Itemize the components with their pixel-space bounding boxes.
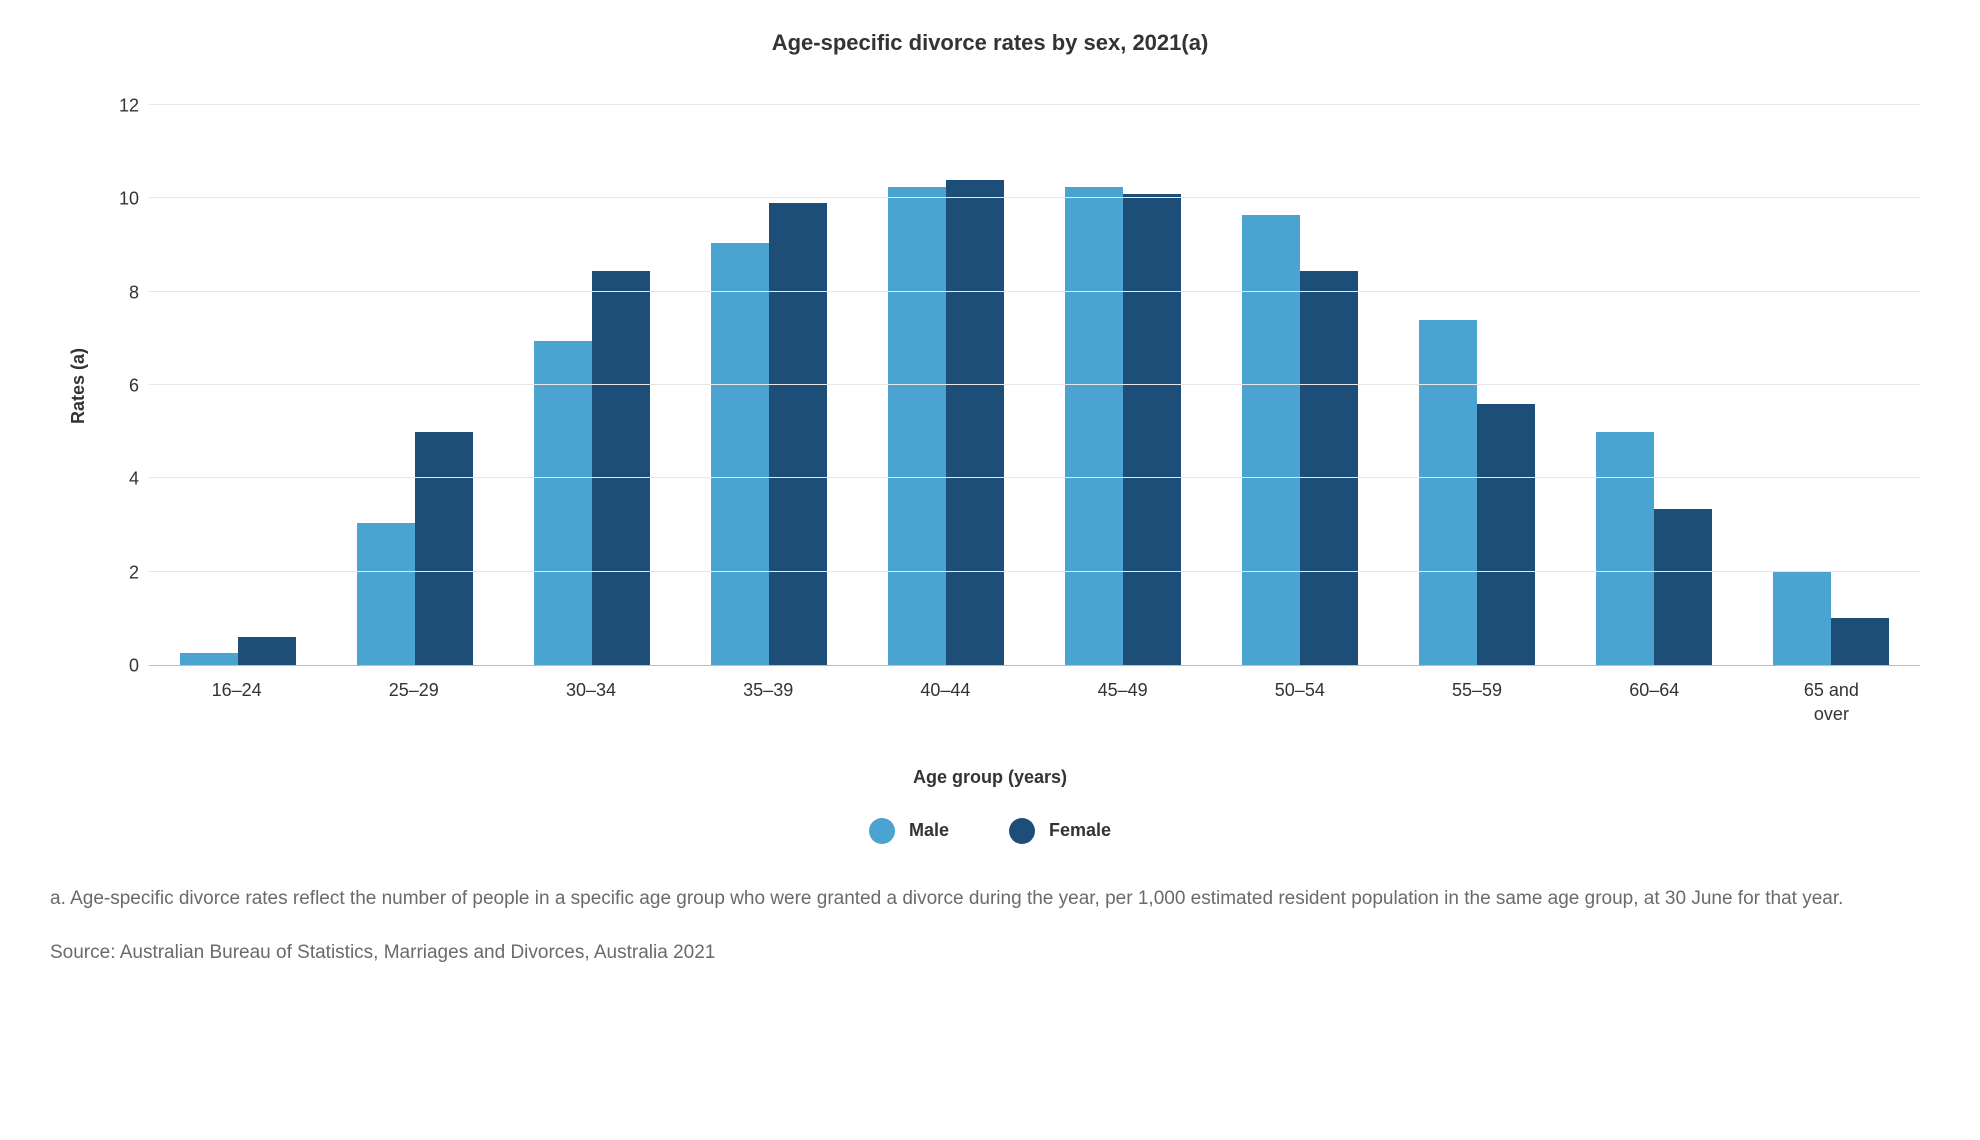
bar-female	[415, 432, 473, 665]
footnote-a: a. Age-specific divorce rates reflect th…	[50, 884, 1930, 914]
y-axis: 024681012	[89, 106, 149, 666]
y-tick-label: 12	[89, 96, 139, 117]
y-tick-label: 4	[89, 469, 139, 490]
x-axis-title: Age group (years)	[60, 767, 1920, 788]
y-tick-label: 8	[89, 282, 139, 303]
x-tick-label: 50–54	[1211, 666, 1388, 727]
y-tick-label: 6	[89, 376, 139, 397]
legend-label: Male	[909, 820, 949, 841]
bar-male	[1596, 432, 1654, 665]
bar-group	[503, 106, 680, 665]
bar-male	[888, 187, 946, 665]
bar-female	[1831, 618, 1889, 665]
bar-male	[534, 341, 592, 665]
bar-female	[946, 180, 1004, 665]
bar-group	[680, 106, 857, 665]
x-tick-label: 35–39	[680, 666, 857, 727]
chart-title: Age-specific divorce rates by sex, 2021(…	[60, 30, 1920, 56]
legend-item-male: Male	[869, 818, 949, 844]
x-tick-label: 60–64	[1566, 666, 1743, 727]
bar-female	[769, 203, 827, 665]
x-axis: 16–2425–2930–3435–3940–4445–4950–5455–59…	[60, 666, 1920, 727]
bar-group	[149, 106, 326, 665]
y-tick-label: 0	[89, 656, 139, 677]
bar-male	[1419, 320, 1477, 665]
y-tick-label: 2	[89, 562, 139, 583]
bar-female	[1123, 194, 1181, 665]
bar-male	[357, 523, 415, 665]
bar-female	[238, 637, 296, 665]
bar-group	[1212, 106, 1389, 665]
bar-group	[1743, 106, 1920, 665]
gridline	[149, 477, 1920, 478]
bar-group	[857, 106, 1034, 665]
bar-female	[1654, 509, 1712, 665]
y-axis-title: Rates (a)	[60, 106, 89, 666]
gridline	[149, 104, 1920, 105]
legend-label: Female	[1049, 820, 1111, 841]
bar-group	[1389, 106, 1566, 665]
bar-group	[1566, 106, 1743, 665]
bar-female	[592, 271, 650, 665]
bar-male	[711, 243, 769, 665]
chart-container: Age-specific divorce rates by sex, 2021(…	[60, 30, 1920, 844]
bar-group	[326, 106, 503, 665]
bar-female	[1477, 404, 1535, 665]
x-tick-label: 25–29	[325, 666, 502, 727]
gridline	[149, 384, 1920, 385]
gridline	[149, 197, 1920, 198]
x-tick-label: 16–24	[148, 666, 325, 727]
bar-male	[1773, 572, 1831, 665]
bar-male	[1242, 215, 1300, 665]
x-tick-label: 55–59	[1388, 666, 1565, 727]
x-tick-label: 45–49	[1034, 666, 1211, 727]
footnote-source: Source: Australian Bureau of Statistics,…	[50, 938, 1930, 968]
bar-groups	[149, 106, 1920, 665]
legend: Male Female	[60, 818, 1920, 844]
y-tick-label: 10	[89, 189, 139, 210]
plot-outer: Rates (a) 024681012	[60, 106, 1920, 666]
legend-swatch-icon	[1009, 818, 1035, 844]
footnotes: a. Age-specific divorce rates reflect th…	[50, 884, 1930, 969]
legend-swatch-icon	[869, 818, 895, 844]
plot-area	[149, 106, 1920, 666]
x-tick-label: 40–44	[857, 666, 1034, 727]
bar-male	[1065, 187, 1123, 665]
x-tick-label: 65 andover	[1743, 666, 1920, 727]
x-axis-labels: 16–2425–2930–3435–3940–4445–4950–5455–59…	[148, 666, 1920, 727]
bar-male	[180, 653, 238, 665]
x-tick-label: 30–34	[502, 666, 679, 727]
gridline	[149, 291, 1920, 292]
legend-item-female: Female	[1009, 818, 1111, 844]
bar-group	[1034, 106, 1211, 665]
bar-female	[1300, 271, 1358, 665]
gridline	[149, 571, 1920, 572]
